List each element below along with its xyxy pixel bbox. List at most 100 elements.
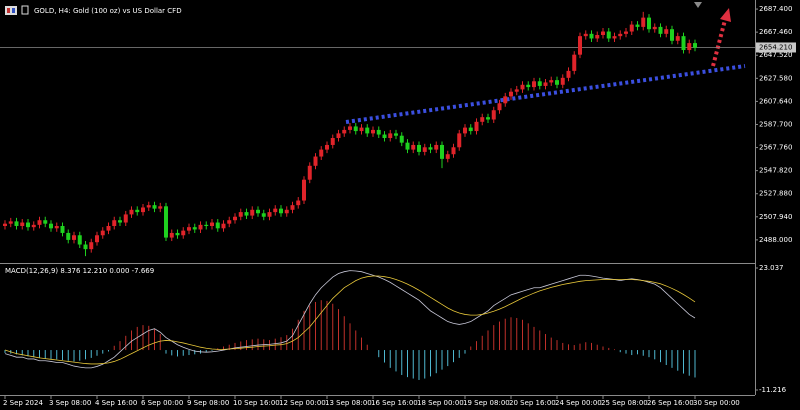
x-tick-label: 13 Sep 08:00: [325, 399, 372, 407]
candle-body: [146, 205, 151, 208]
candle-body: [549, 80, 554, 83]
candle-body: [198, 224, 203, 230]
histogram-bar: [332, 303, 334, 351]
candle-body: [267, 212, 272, 217]
histogram-bar: [596, 344, 598, 351]
histogram-bar: [165, 350, 167, 354]
histogram-bar: [614, 349, 615, 351]
histogram-bar: [142, 325, 144, 351]
candle-body: [141, 207, 145, 213]
histogram-bar: [447, 350, 449, 367]
y-tick-label: -11.216: [759, 386, 787, 394]
histogram-bar: [90, 350, 92, 358]
candle-body: [526, 84, 531, 88]
last-price-box: [756, 42, 796, 53]
histogram-bar: [119, 341, 121, 351]
candle-body: [641, 17, 646, 27]
histogram-bar: [476, 341, 477, 351]
candle-body: [54, 225, 59, 229]
x-tick-label: 3 Sep 08:00: [49, 399, 91, 407]
indicator-line: [4, 270, 696, 369]
histogram-bar: [407, 350, 408, 378]
indicator-title: MACD(12,26,9) 8.376 12.210 0.000 -7.669: [5, 267, 154, 275]
x-tick-label: 2 Sep 2024: [3, 399, 43, 407]
histogram-bar: [148, 325, 150, 351]
candle-body: [66, 232, 71, 240]
histogram-bar: [177, 350, 178, 357]
candle-body: [681, 36, 686, 51]
histogram-bar: [343, 316, 345, 351]
candle-body: [612, 36, 617, 39]
candle-body: [411, 144, 416, 150]
chart-title: GOLD, H4: Gold (100 oz) vs US Dollar CFD: [34, 7, 182, 15]
candle-body: [227, 220, 232, 224]
candle-body: [560, 77, 565, 85]
candle-body: [313, 156, 318, 166]
candle-body: [296, 200, 301, 206]
candle-body: [307, 165, 312, 180]
candle-body: [463, 127, 467, 134]
histogram-bar: [257, 338, 259, 351]
histogram-bar: [568, 344, 569, 351]
y-tick-label: 2567.760: [759, 144, 792, 152]
histogram-bar: [637, 350, 638, 355]
histogram-bar: [366, 344, 368, 351]
x-tick-label: 6 Sep 00:00: [141, 399, 183, 407]
candle-body: [118, 220, 122, 223]
candle-body: [457, 133, 462, 148]
candle-body: [359, 127, 364, 132]
histogram-bar: [671, 350, 673, 368]
candle-body: [670, 29, 674, 41]
candle-body: [290, 205, 295, 210]
candle-body: [210, 222, 214, 226]
histogram-bar: [56, 350, 58, 360]
candle-body: [233, 216, 237, 221]
candle-body: [72, 235, 76, 240]
histogram-bar: [349, 323, 351, 351]
candle-body: [440, 144, 444, 159]
histogram-bar: [4, 350, 6, 353]
candle-body: [520, 84, 525, 90]
candle-body: [394, 133, 398, 136]
histogram-bar: [21, 350, 23, 356]
histogram-bar: [16, 350, 17, 355]
histogram-bar: [435, 350, 437, 374]
histogram-bar: [228, 344, 230, 351]
candle-body: [261, 213, 266, 217]
histogram-bar: [251, 339, 253, 351]
histogram-bar: [85, 350, 86, 360]
histogram-bar: [355, 330, 357, 351]
candle-body: [595, 34, 600, 39]
candle-body: [589, 33, 594, 39]
candle-body: [422, 147, 427, 152]
histogram-bar: [516, 317, 518, 351]
histogram-bar: [430, 350, 431, 377]
histogram-bar: [303, 310, 305, 351]
x-tick-label: 19 Sep 08:00: [463, 399, 510, 407]
histogram-bar: [585, 342, 587, 351]
candle-body: [169, 232, 174, 238]
candle-body: [468, 127, 473, 132]
candle-body: [382, 134, 387, 139]
histogram-bar: [619, 350, 621, 353]
candle-body: [14, 221, 19, 226]
candle-body: [503, 96, 508, 104]
candle-body: [555, 80, 559, 85]
candle-body: [428, 147, 433, 150]
histogram-bar: [131, 330, 132, 351]
y-tick-label: 2607.640: [759, 97, 792, 105]
candle-body: [187, 227, 191, 231]
candle-body: [687, 43, 692, 51]
histogram-bar: [320, 300, 322, 351]
y-tick-label: 2527.880: [759, 190, 792, 198]
candle-body: [8, 221, 13, 224]
histogram-bar: [441, 350, 443, 370]
last-price-label: 2654.210: [759, 43, 792, 51]
histogram-bar: [683, 350, 684, 374]
candle-body: [37, 220, 42, 225]
histogram-bar: [522, 319, 523, 351]
y-tick-label: 23.037: [759, 264, 784, 272]
x-tick-label: 12 Sep 00:00: [279, 399, 326, 407]
histogram-bar: [573, 345, 575, 351]
histogram-bar: [102, 350, 104, 354]
